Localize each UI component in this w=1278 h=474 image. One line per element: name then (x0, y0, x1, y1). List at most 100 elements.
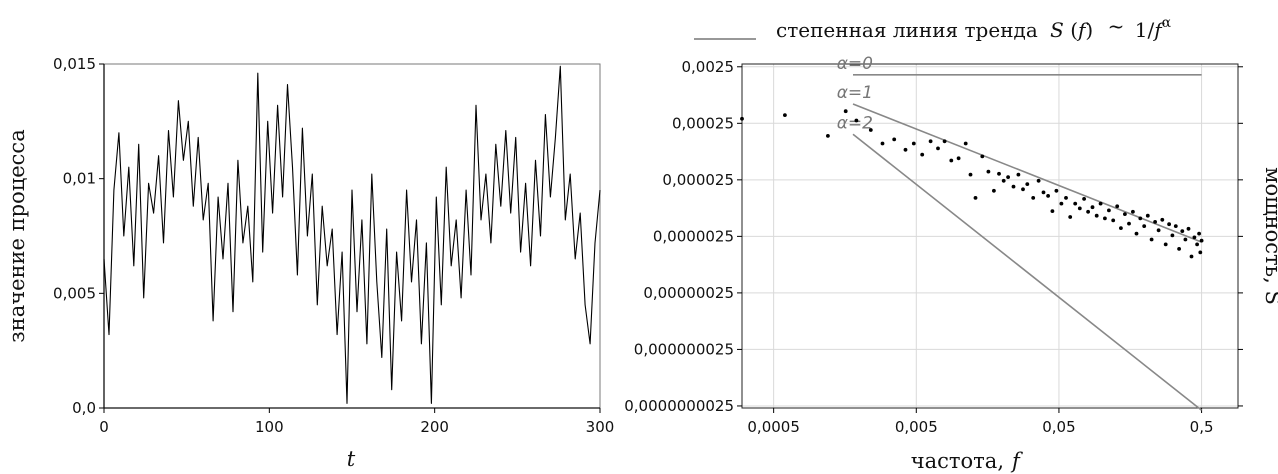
y-tick-label: 0,000000025 (634, 340, 734, 358)
scatter-point (1090, 205, 1095, 210)
series-line (103, 65, 601, 404)
scatter-point (903, 147, 908, 152)
scatter-point (1046, 194, 1050, 198)
scatter-point (826, 134, 830, 138)
legend-formula-paren-close: ) (1085, 18, 1093, 42)
x-tick-label: 200 (420, 418, 449, 436)
scatter-point (843, 109, 848, 114)
scatter-point (783, 113, 787, 117)
scatter-point (936, 146, 940, 151)
x-axis-label: частота, (911, 449, 1004, 473)
scatter-point (1050, 209, 1055, 214)
scatter-point (1115, 204, 1120, 209)
scatter-point (1036, 178, 1041, 183)
scatter-point (963, 141, 968, 146)
scatter-point (1107, 208, 1111, 213)
x-axis-label: t (347, 447, 356, 471)
scatter-point (854, 118, 859, 123)
scatter-point (1073, 201, 1078, 206)
scatter-point (1138, 216, 1143, 221)
scatter-point (1064, 196, 1068, 200)
scatter-point (1177, 247, 1181, 251)
trend-label-alpha-0: α=0 (837, 54, 873, 74)
scatter-point (1041, 190, 1046, 195)
scatter-point (1199, 238, 1204, 243)
scatter-point (1183, 237, 1188, 242)
x-tick-label: 0,05 (1042, 418, 1075, 436)
scatter-point (911, 141, 916, 146)
scatter-point (1001, 178, 1006, 183)
scatter-point (880, 141, 885, 146)
y-tick-label: 0,00025 (672, 114, 734, 132)
x-tick-label: 0,0005 (747, 418, 800, 436)
scatter-point (1145, 213, 1150, 218)
scatter-point (1170, 233, 1175, 238)
legend-formula-alpha: α (1162, 15, 1172, 31)
scatter-point (1119, 226, 1123, 231)
scatter-point (892, 137, 897, 142)
grid (742, 64, 1238, 408)
scatter-point (928, 139, 933, 144)
scatter-point (1142, 224, 1147, 229)
scatter-point (1059, 201, 1064, 206)
scatter-point (1077, 206, 1082, 211)
scatter-point (1131, 209, 1135, 214)
y-tick-label: 0,000025 (662, 171, 734, 189)
x-tick-label: 0,5 (1190, 418, 1214, 436)
scatter-point (1189, 254, 1194, 259)
scatter-point (1149, 237, 1154, 242)
x-axis-ticks: 0,0005 0,005 0,05 0,5 (747, 408, 1214, 436)
scatter-point (1134, 231, 1139, 236)
scatter-point (986, 169, 991, 174)
power-spectrum-chart: 0,0025 0,00025 0,000025 0,0000025 0,00000025… (624, 54, 1278, 473)
scatter-point (956, 156, 961, 161)
scatter-point (1021, 187, 1025, 192)
trend-line-alpha-2 (852, 133, 1203, 411)
scatter-point (1098, 201, 1103, 206)
scatter-point (1025, 182, 1030, 187)
scatter-point (992, 188, 996, 193)
scatter-point (1180, 229, 1185, 234)
scatter-point (1054, 188, 1059, 193)
legend: степенная линия тренда S (f) ~ 1/fα (694, 14, 1172, 42)
scatter-point (1068, 215, 1073, 219)
scatter-point (1086, 209, 1090, 214)
scatter-point (1111, 218, 1116, 223)
y-tick-label: 0,01 (63, 170, 96, 188)
scatter-point (868, 128, 873, 132)
scatter-point (1094, 213, 1099, 218)
scatter-point (1031, 196, 1036, 200)
scatter-point (973, 196, 978, 200)
scatter-point (942, 139, 947, 144)
y-tick-label: 0,005 (53, 284, 96, 302)
scatter-point (1163, 242, 1168, 247)
legend-formula-paren-open: ( (1070, 18, 1078, 42)
x-tick-label: 0,005 (895, 418, 938, 436)
x-tick-label: 0 (99, 418, 109, 436)
scatter-point (1173, 224, 1178, 229)
trend-label-alpha-1: α=1 (837, 83, 873, 103)
scatter-point (1082, 197, 1086, 201)
scatter-point (920, 152, 925, 157)
y-tick-label: 0,0 (72, 399, 96, 417)
y-axis-label: значение процесса (5, 129, 29, 342)
x-axis-ticks: 0 100 200 300 (99, 408, 614, 436)
scatter-point (1198, 250, 1203, 255)
scatter-point (1167, 222, 1171, 227)
scatter-point (1127, 221, 1131, 226)
scatter-point (1192, 235, 1197, 240)
legend-label: степенная линия тренда S (f) ~ 1/fα (776, 14, 1172, 42)
x-tick-label: 300 (586, 418, 615, 436)
y-tick-label: 0,00000025 (643, 284, 734, 302)
legend-formula-approx: ~ (1108, 14, 1125, 38)
scatter-point (968, 172, 973, 177)
trend-line-alpha-1 (852, 103, 1202, 243)
y-axis-ticks: 0,0 0,005 0,01 0,015 (53, 55, 104, 417)
trend-label-alpha-2: α=2 (837, 113, 873, 133)
scatter-point (1153, 220, 1157, 224)
scatter-points (740, 109, 1204, 259)
y-axis-label: мощность, S (1261, 167, 1278, 305)
y-tick-label: 0,0025 (682, 58, 735, 76)
legend-label-prefix: степенная линия тренда (776, 18, 1038, 42)
scatter-point (1016, 172, 1021, 177)
